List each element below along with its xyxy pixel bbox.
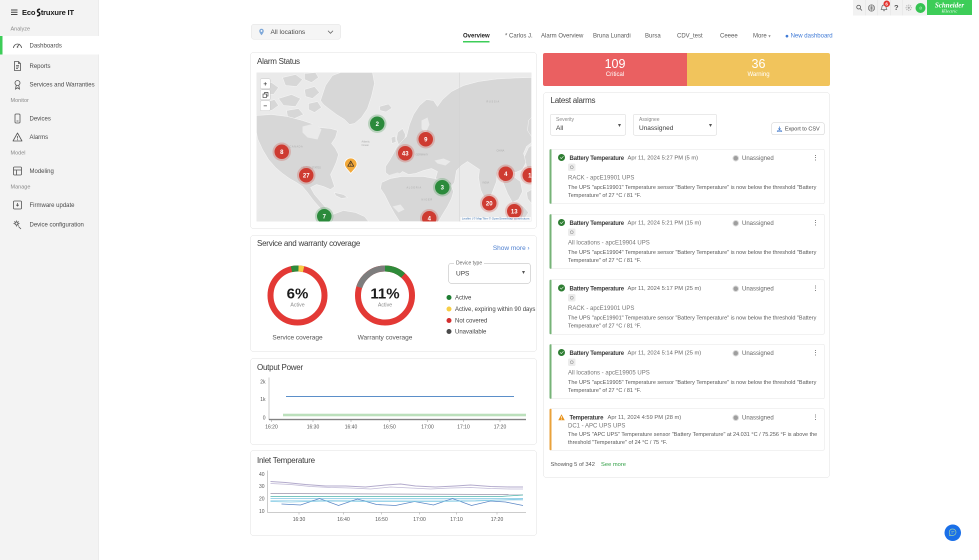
svg-text:2k: 2k <box>260 380 266 386</box>
svg-text:10: 10 <box>259 509 265 515</box>
svg-text:17:00: 17:00 <box>421 425 434 431</box>
svg-text:16:30: 16:30 <box>307 425 320 431</box>
svg-text:0: 0 <box>263 416 266 422</box>
svg-text:40: 40 <box>259 472 265 478</box>
svg-text:1k: 1k <box>260 397 266 403</box>
svg-text:CHINA: CHINA <box>497 150 505 153</box>
svg-text:6%: 6% <box>287 286 309 303</box>
svg-text:N I G E R: N I G E R <box>422 199 433 202</box>
svg-text:30: 30 <box>259 484 265 490</box>
svg-text:Schneider: Schneider <box>935 2 964 10</box>
svg-text:GERMANY: GERMANY <box>416 154 429 157</box>
svg-text:16:50: 16:50 <box>383 425 396 431</box>
svg-text:Atlantic: Atlantic <box>362 141 371 144</box>
svg-text:A L G E R I A: A L G E R I A <box>407 187 422 190</box>
svg-text:17:10: 17:10 <box>450 517 463 523</box>
svg-text:Active: Active <box>290 303 304 309</box>
svg-text:16:50: 16:50 <box>375 517 388 523</box>
svg-text:20: 20 <box>259 497 265 503</box>
svg-text:16:20: 16:20 <box>265 425 278 431</box>
svg-text:17:00: 17:00 <box>413 517 426 523</box>
svg-text:ƗElectric: ƗElectric <box>941 9 958 14</box>
svg-text:UNITED STATES: UNITED STATES <box>302 167 322 170</box>
svg-text:17:20: 17:20 <box>491 517 504 523</box>
svg-text:R U S S I A: R U S S I A <box>487 101 500 104</box>
svg-text:11%: 11% <box>370 286 399 303</box>
svg-text:17:10: 17:10 <box>457 425 470 431</box>
svg-text:Ocean: Ocean <box>362 144 370 147</box>
svg-text:C A N A D A: C A N A D A <box>290 146 304 149</box>
svg-text:16:30: 16:30 <box>293 517 306 523</box>
svg-text:INDIA: INDIA <box>483 182 490 185</box>
svg-text:Active: Active <box>378 303 392 309</box>
svg-text:16:40: 16:40 <box>345 425 358 431</box>
svg-text:17:20: 17:20 <box>494 425 507 431</box>
svg-text:16:40: 16:40 <box>337 517 350 523</box>
